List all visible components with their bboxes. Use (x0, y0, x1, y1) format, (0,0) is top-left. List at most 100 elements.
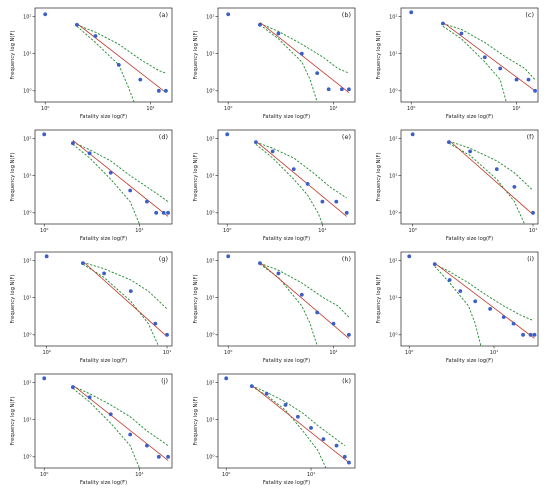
data-point (70, 141, 75, 146)
x-axis-label: Fatality size log(F) (80, 236, 127, 242)
x-tick-label: 10¹ (163, 350, 171, 356)
ci-lower-line (259, 263, 318, 346)
chart-svg: 10⁰ 10¹ 10⁰ 10¹ 10² Fatality size log(F) Frequ… (10, 251, 173, 364)
data-point (410, 132, 415, 137)
x-tick-label: 10⁰ (224, 106, 232, 112)
ci-upper-line (82, 261, 168, 310)
y-tick-label: 10² (23, 136, 31, 142)
plot-frame (217, 7, 356, 103)
data-point (166, 454, 170, 459)
panel-label: (g) (159, 255, 168, 263)
plot-frame (400, 7, 539, 103)
y-tick-label: 10¹ (23, 295, 31, 301)
data-point (225, 132, 230, 137)
chart-panel: 10⁰ 10¹ 10⁰ 10¹ 10² Fatality size log(F) Frequ… (371, 4, 541, 122)
y-tick-label: 10¹ (206, 417, 214, 423)
x-axis-label: Fatality size log(F) (263, 114, 310, 120)
x-tick-label: 10¹ (490, 350, 498, 356)
data-point (533, 88, 537, 93)
chart-svg: 10⁰ 10¹ 10⁰ 10¹ 10² Fatality size log(F) Frequ… (10, 7, 173, 120)
ci-upper-line (448, 140, 534, 191)
ci-lower-line (82, 263, 159, 346)
x-tick-label: 10¹ (146, 106, 154, 112)
y-tick-label: 10¹ (206, 173, 214, 179)
plot-frame (34, 373, 173, 469)
x-tick-label: 10¹ (529, 228, 537, 234)
plot-area (76, 23, 167, 102)
ci-lower-line (72, 143, 140, 224)
x-axis-label: Fatality size log(F) (263, 236, 310, 242)
data-point (531, 210, 535, 215)
ci-upper-line (72, 385, 169, 447)
data-point (128, 432, 133, 437)
data-point (346, 332, 351, 337)
x-axis-label: Fatality size log(F) (80, 114, 127, 120)
y-axis-label: Frequency log N(F) (376, 275, 382, 324)
chart-panel: 10⁰ 10¹ 10⁰ 10¹ 10² Fatality size log(F) Frequ… (188, 248, 358, 366)
y-tick-label: 10⁰ (206, 89, 214, 95)
chart-panel: 10⁰ 10¹ 10⁰ 10¹ 10² Fatality size log(F) Frequ… (371, 126, 541, 244)
ci-lower-line (72, 387, 140, 468)
panel-label: (b) (342, 11, 351, 19)
plot-area (72, 384, 169, 468)
data-point (163, 88, 168, 93)
ci-upper-line (76, 24, 167, 74)
x-tick-label: 10¹ (318, 228, 326, 234)
plot-area (259, 261, 350, 346)
x-tick-label: 10¹ (307, 472, 315, 478)
data-point (138, 77, 143, 82)
plot-frame (400, 129, 539, 225)
data-point (153, 321, 158, 326)
data-point (283, 403, 288, 407)
y-tick-label: 10⁰ (23, 211, 31, 217)
data-point (326, 87, 331, 92)
data-point (42, 132, 47, 137)
chart-svg: 10⁰ 10¹ 10⁰ 10¹ 10² Fatality size log(F) Frequ… (376, 7, 539, 120)
data-point (432, 262, 437, 267)
y-tick-label: 10⁰ (389, 89, 397, 95)
chart-panel: 10⁰ 10¹ 10⁰ 10¹ 10² Fatality size log(F) Frequ… (5, 4, 175, 122)
data-point (309, 426, 313, 430)
chart-panel: 10⁰ 10¹ 10⁰ 10¹ 10² Fatality size log(F) Frequ… (188, 4, 358, 122)
y-tick-label: 10¹ (389, 173, 397, 179)
x-axis-label: Fatality size log(F) (446, 114, 493, 120)
chart-svg: 10⁰ 10¹ 10⁰ 10¹ 10² Fatality size log(F) Frequ… (376, 129, 539, 242)
data-point (258, 261, 262, 266)
y-tick-label: 10⁰ (206, 211, 214, 217)
y-tick-label: 10¹ (23, 173, 31, 179)
y-tick-label: 10² (23, 380, 31, 386)
chart-panel: 10⁰ 10¹ 10⁰ 10¹ 10² Fatality size log(F) Frequ… (5, 370, 175, 488)
x-axis-label: Fatality size log(F) (80, 480, 127, 486)
fit-line (72, 384, 169, 461)
x-tick-label: 10⁰ (408, 228, 416, 234)
data-point (145, 199, 149, 204)
data-point (458, 289, 463, 294)
data-point (482, 55, 487, 60)
data-point (291, 167, 296, 172)
fit-line (82, 261, 168, 337)
y-tick-label: 10² (206, 136, 214, 142)
data-point (44, 254, 49, 259)
data-point (166, 210, 170, 215)
y-axis-label: Frequency log N(F) (193, 31, 199, 80)
chart-svg: 10⁰ 10¹ 10⁰ 10¹ 10² Fatality size log(F) Frequ… (193, 373, 356, 486)
y-tick-label: 10¹ (23, 417, 31, 423)
y-axis-label: Frequency log N(F) (193, 275, 199, 324)
y-tick-label: 10² (206, 380, 214, 386)
data-point (344, 210, 349, 215)
data-point (494, 167, 499, 172)
y-tick-label: 10⁰ (206, 455, 214, 461)
plot-frame (217, 251, 356, 347)
data-point (331, 321, 336, 326)
data-point (42, 376, 47, 381)
chart-svg: 10⁰ 10¹ 10⁰ 10¹ 10² Fatality size log(F) Frequ… (376, 251, 539, 364)
panel-label: (i) (527, 255, 534, 263)
panel-label: (e) (342, 133, 351, 141)
data-point (276, 31, 281, 36)
y-tick-label: 10¹ (206, 51, 214, 57)
x-tick-label: 10¹ (329, 350, 337, 356)
data-point (498, 66, 503, 71)
data-point (407, 254, 412, 259)
panel-label: (a) (159, 11, 168, 19)
